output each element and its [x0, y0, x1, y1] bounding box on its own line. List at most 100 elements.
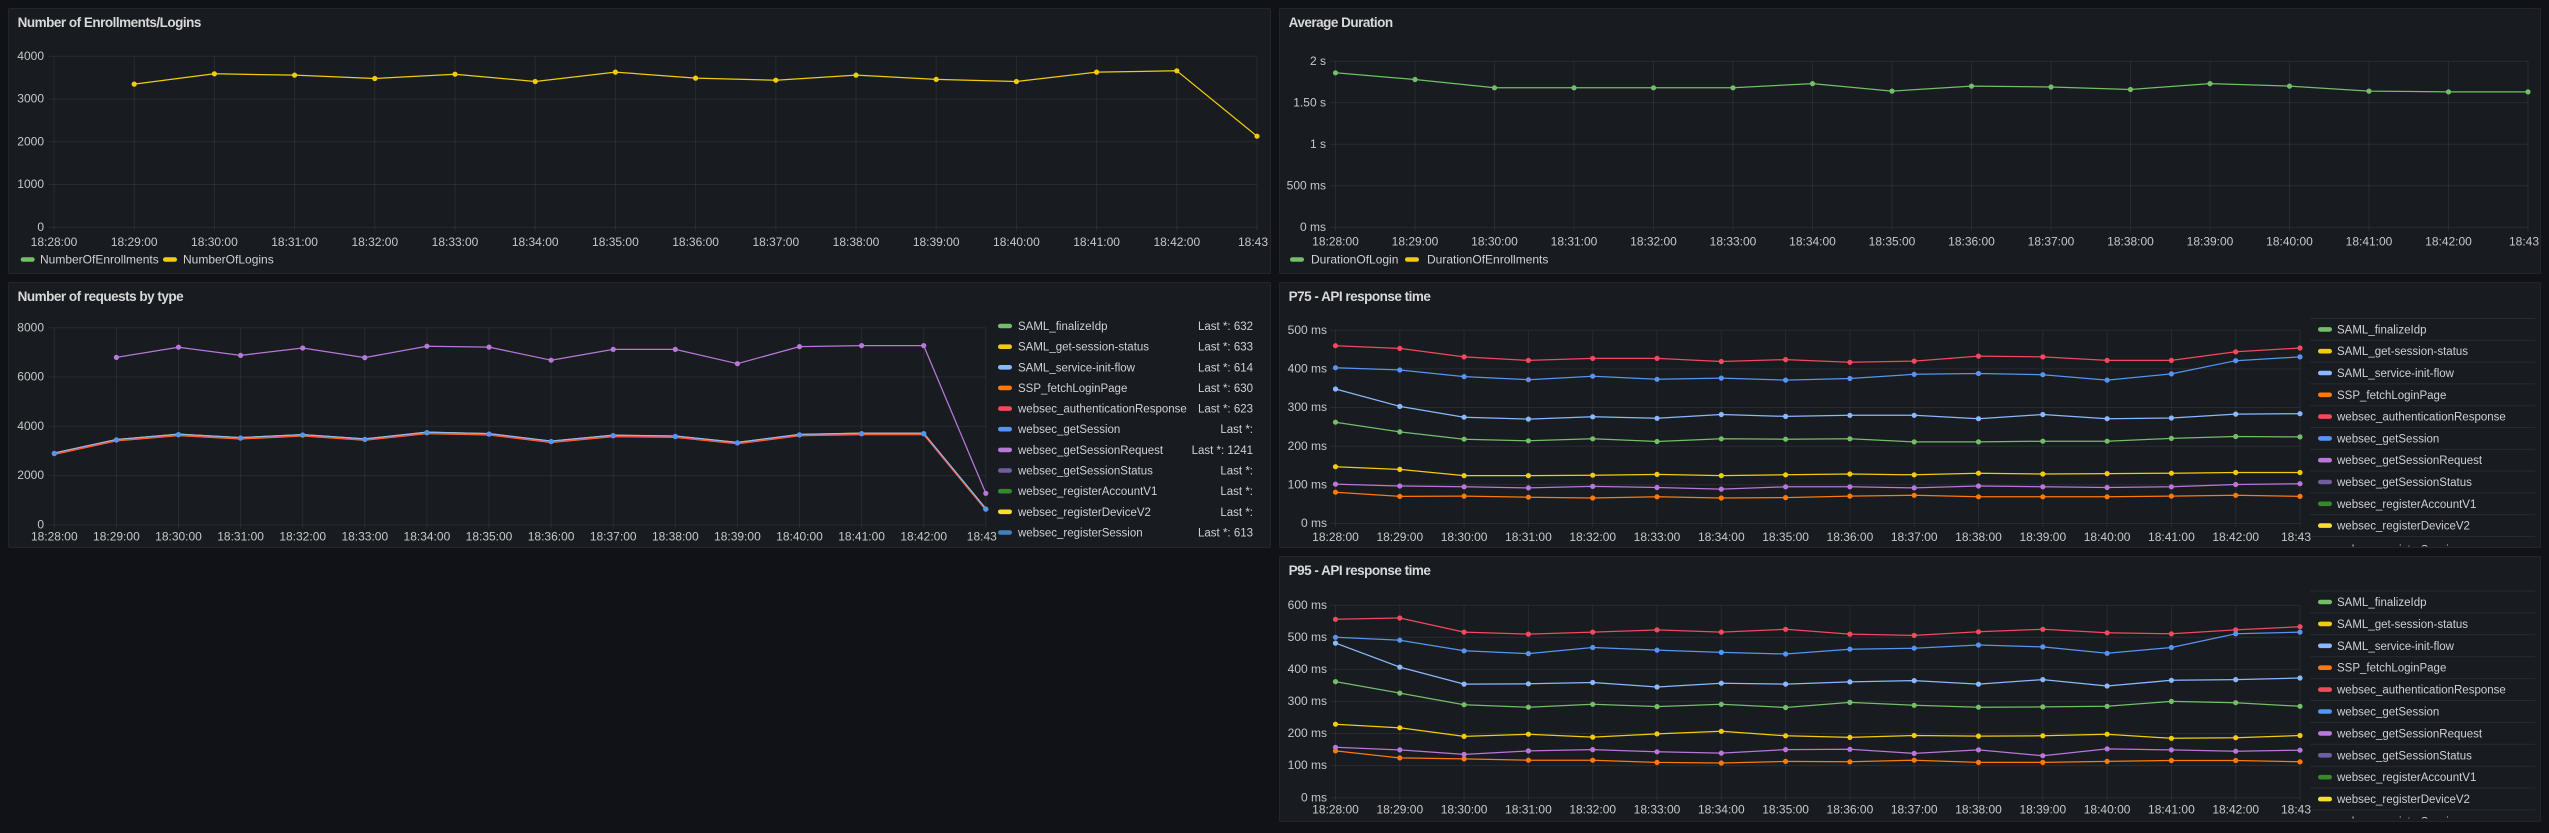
- svg-text:18:31:00: 18:31:00: [271, 235, 318, 249]
- svg-text:18:33:00: 18:33:00: [1634, 530, 1681, 544]
- svg-text:18:32:00: 18:32:00: [1630, 235, 1677, 249]
- svg-text:18:42:00: 18:42:00: [2425, 235, 2472, 249]
- svg-text:1000: 1000: [17, 177, 44, 191]
- svg-text:100 ms: 100 ms: [1288, 477, 1327, 491]
- svg-text:2000: 2000: [17, 468, 44, 482]
- svg-text:18:29:00: 18:29:00: [1376, 530, 1423, 544]
- svg-text:18:28:00: 18:28:00: [31, 529, 78, 543]
- svg-text:SAML_get-session-status: SAML_get-session-status: [2337, 619, 2468, 631]
- svg-text:100 ms: 100 ms: [1288, 758, 1327, 772]
- svg-text:2 s: 2 s: [1310, 54, 1326, 68]
- svg-text:0 ms: 0 ms: [1300, 220, 1326, 234]
- svg-text:18:28:00: 18:28:00: [1312, 530, 1359, 544]
- svg-text:Number of Enrollments/Logins: Number of Enrollments/Logins: [18, 15, 201, 30]
- svg-text:Last *: 630: Last *: 630: [1198, 383, 1253, 395]
- svg-text:18:35:00: 18:35:00: [1869, 235, 1916, 249]
- svg-text:18:34:00: 18:34:00: [512, 235, 559, 249]
- svg-text:Last *:: Last *:: [1220, 424, 1253, 436]
- svg-text:18:32:00: 18:32:00: [279, 529, 326, 543]
- svg-text:200 ms: 200 ms: [1288, 439, 1327, 453]
- svg-text:18:43: 18:43: [2281, 530, 2311, 544]
- svg-text:18:43: 18:43: [2509, 235, 2539, 249]
- svg-text:SAML_get-session-status: SAML_get-session-status: [2337, 346, 2468, 358]
- svg-text:Last *:: Last *:: [1220, 486, 1253, 498]
- svg-text:18:35:00: 18:35:00: [466, 529, 513, 543]
- svg-text:18:33:00: 18:33:00: [432, 235, 479, 249]
- svg-text:Last *:: Last *:: [1220, 507, 1253, 519]
- svg-text:18:36:00: 18:36:00: [1948, 235, 1995, 249]
- svg-text:Last *:: Last *:: [1220, 466, 1253, 478]
- svg-text:2000: 2000: [17, 134, 44, 148]
- svg-text:500 ms: 500 ms: [1287, 178, 1326, 192]
- svg-text:18:41:00: 18:41:00: [1073, 235, 1120, 249]
- svg-text:4000: 4000: [17, 49, 44, 63]
- svg-text:18:39:00: 18:39:00: [2187, 235, 2234, 249]
- svg-text:18:29:00: 18:29:00: [1376, 802, 1423, 816]
- svg-text:websec_registerSession: websec_registerSession: [1017, 528, 1143, 540]
- svg-text:18:40:00: 18:40:00: [2084, 530, 2131, 544]
- svg-text:SAML_finalizeIdp: SAML_finalizeIdp: [2337, 597, 2427, 609]
- svg-text:0: 0: [37, 220, 44, 234]
- svg-text:400 ms: 400 ms: [1288, 662, 1327, 676]
- svg-text:websec_authenticationResponse: websec_authenticationResponse: [2336, 412, 2506, 424]
- svg-text:Last *: 632: Last *: 632: [1198, 321, 1253, 333]
- svg-text:18:29:00: 18:29:00: [93, 529, 140, 543]
- svg-text:SSP_fetchLoginPage: SSP_fetchLoginPage: [2337, 663, 2446, 675]
- svg-text:18:42:00: 18:42:00: [2212, 802, 2259, 816]
- svg-text:SAML_service-init-flow: SAML_service-init-flow: [2337, 368, 2455, 380]
- svg-text:18:42:00: 18:42:00: [2212, 530, 2259, 544]
- svg-text:18:37:00: 18:37:00: [1891, 530, 1938, 544]
- svg-text:200 ms: 200 ms: [1288, 726, 1327, 740]
- svg-text:SAML_get-session-status: SAML_get-session-status: [1018, 342, 1149, 354]
- svg-text:600 ms: 600 ms: [1288, 598, 1327, 612]
- svg-text:18:33:00: 18:33:00: [341, 529, 388, 543]
- svg-text:18:32:00: 18:32:00: [1569, 802, 1616, 816]
- svg-text:1 s: 1 s: [1310, 137, 1326, 151]
- svg-text:websec_getSessionStatus: websec_getSessionStatus: [2336, 477, 2472, 489]
- svg-text:18:43: 18:43: [2281, 802, 2311, 816]
- svg-text:1.50 s: 1.50 s: [1293, 95, 1326, 109]
- svg-text:18:30:00: 18:30:00: [155, 529, 202, 543]
- svg-text:18:42:00: 18:42:00: [1153, 235, 1200, 249]
- svg-text:0: 0: [37, 518, 44, 532]
- svg-text:websec_getSessionRequest: websec_getSessionRequest: [2336, 455, 2483, 467]
- svg-text:websec_getSession: websec_getSession: [1017, 424, 1120, 436]
- svg-text:0 ms: 0 ms: [1301, 790, 1327, 804]
- svg-text:18:34:00: 18:34:00: [404, 529, 451, 543]
- svg-text:18:40:00: 18:40:00: [2266, 235, 2313, 249]
- svg-text:500 ms: 500 ms: [1288, 630, 1327, 644]
- svg-text:18:37:00: 18:37:00: [590, 529, 637, 543]
- svg-text:18:39:00: 18:39:00: [714, 529, 761, 543]
- svg-text:NumberOfLogins: NumberOfLogins: [183, 253, 274, 267]
- svg-text:Average Duration: Average Duration: [1289, 15, 1393, 30]
- svg-text:18:29:00: 18:29:00: [111, 235, 158, 249]
- svg-text:18:32:00: 18:32:00: [351, 235, 398, 249]
- svg-text:18:31:00: 18:31:00: [1551, 235, 1598, 249]
- svg-text:18:30:00: 18:30:00: [1471, 235, 1518, 249]
- svg-text:18:36:00: 18:36:00: [1827, 530, 1874, 544]
- svg-text:websec_getSessionRequest: websec_getSessionRequest: [2336, 728, 2483, 740]
- svg-text:0 ms: 0 ms: [1301, 516, 1327, 530]
- svg-text:SSP_fetchLoginPage: SSP_fetchLoginPage: [2337, 390, 2446, 402]
- svg-text:18:35:00: 18:35:00: [1762, 530, 1809, 544]
- svg-text:Last *: 633: Last *: 633: [1198, 342, 1253, 354]
- svg-text:18:36:00: 18:36:00: [672, 235, 719, 249]
- svg-text:SSP_fetchLoginPage: SSP_fetchLoginPage: [1018, 383, 1127, 395]
- svg-text:18:38:00: 18:38:00: [1955, 802, 2002, 816]
- svg-text:DurationOfLogin: DurationOfLogin: [1311, 253, 1398, 267]
- svg-text:websec_registerDeviceV2: websec_registerDeviceV2: [2336, 794, 2470, 806]
- svg-text:18:35:00: 18:35:00: [592, 235, 639, 249]
- svg-text:18:43: 18:43: [1238, 235, 1268, 249]
- svg-text:18:34:00: 18:34:00: [1698, 530, 1745, 544]
- svg-text:18:38:00: 18:38:00: [2107, 235, 2154, 249]
- svg-text:18:31:00: 18:31:00: [1505, 802, 1552, 816]
- svg-text:18:40:00: 18:40:00: [2084, 802, 2131, 816]
- svg-text:4000: 4000: [17, 419, 44, 433]
- svg-text:18:30:00: 18:30:00: [191, 235, 238, 249]
- svg-text:18:36:00: 18:36:00: [528, 529, 575, 543]
- svg-text:websec_authenticationResponse: websec_authenticationResponse: [1017, 404, 1187, 416]
- svg-text:18:37:00: 18:37:00: [752, 235, 799, 249]
- svg-text:18:41:00: 18:41:00: [2148, 802, 2195, 816]
- svg-text:18:31:00: 18:31:00: [1505, 530, 1552, 544]
- svg-text:NumberOfEnrollments: NumberOfEnrollments: [40, 253, 159, 267]
